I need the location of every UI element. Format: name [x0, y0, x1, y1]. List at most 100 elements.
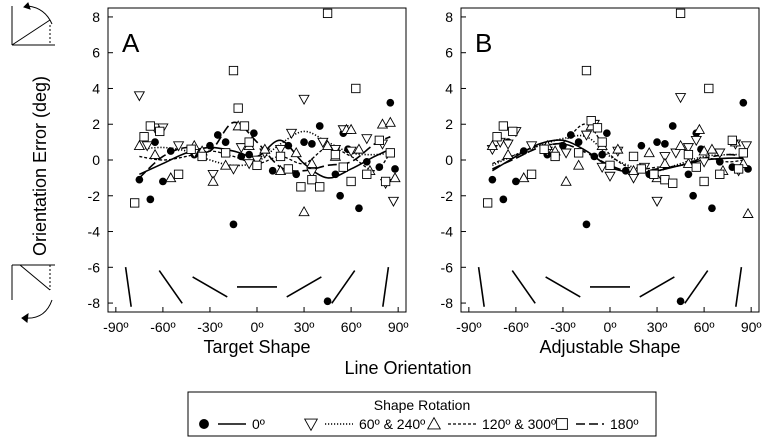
data-point	[338, 162, 348, 172]
legend-item: 180º	[556, 416, 638, 432]
data-point	[274, 144, 287, 156]
data-point	[560, 175, 572, 186]
data-point	[659, 157, 671, 168]
data-point	[362, 157, 371, 166]
data-point	[206, 141, 214, 150]
legend-label: 0º	[252, 416, 265, 432]
orientation-icon	[286, 276, 322, 298]
y-tick-label: 6	[92, 45, 100, 61]
data-point	[572, 159, 585, 170]
data-point	[690, 136, 702, 147]
x-tick-label: 0º	[251, 319, 264, 335]
data-point	[706, 143, 718, 154]
data-point	[670, 148, 682, 159]
data-point	[592, 123, 603, 133]
fit-line	[139, 139, 391, 179]
data-point	[682, 143, 695, 154]
data-point	[296, 182, 306, 192]
data-point	[628, 151, 639, 162]
data-point	[259, 143, 271, 154]
x-tick-label: 60º	[341, 319, 362, 335]
data-point	[502, 148, 514, 159]
data-point	[317, 137, 329, 148]
data-point	[331, 170, 340, 179]
orientation-icon	[684, 270, 709, 304]
legend-marker	[556, 418, 568, 430]
data-point	[219, 159, 232, 170]
data-point	[239, 121, 250, 131]
x-tick-label: -60º	[150, 319, 175, 335]
data-point	[237, 152, 246, 161]
panel-a: A -8 -6 -4 -2 0 2 4 6 8 -90º -60º -30º 0º 30º 60º 90º Tar…	[88, 7, 409, 357]
data-point	[292, 170, 301, 179]
data-point	[596, 162, 608, 173]
data-point	[651, 196, 663, 207]
x-tick-label: 30º	[294, 319, 315, 335]
legend-label: 120º & 300º	[482, 416, 556, 432]
data-point	[315, 182, 325, 192]
data-point	[285, 128, 298, 139]
data-point	[346, 176, 356, 187]
data-point	[512, 177, 520, 186]
data-point	[149, 148, 161, 159]
data-point	[733, 164, 744, 174]
data-point	[649, 169, 659, 179]
data-point	[321, 139, 334, 150]
legend-items: 0º 60º & 240º 120º & 300º 180º	[199, 416, 638, 432]
data-point	[244, 137, 254, 147]
data-point	[391, 165, 399, 173]
data-point	[159, 177, 167, 186]
data-point	[738, 148, 748, 158]
data-point	[380, 176, 391, 187]
data-point	[172, 141, 185, 152]
orientation-icon	[639, 276, 675, 298]
data-point	[636, 164, 647, 174]
data-point	[336, 191, 344, 200]
data-point	[166, 147, 175, 155]
legend-box	[187, 391, 657, 437]
data-point	[213, 131, 222, 139]
y-tick-label: -6	[441, 259, 454, 275]
data-point	[145, 121, 155, 131]
x-tick-label: 30º	[647, 319, 668, 335]
data-point	[668, 122, 677, 130]
data-point	[252, 160, 262, 171]
data-point	[186, 144, 196, 154]
data-point	[676, 297, 685, 306]
x-tick-label: -90º	[456, 319, 481, 335]
data-point	[374, 135, 384, 145]
data-point	[498, 121, 508, 131]
data-point	[345, 123, 357, 134]
data-point	[375, 163, 384, 172]
data-point	[300, 138, 308, 146]
x-tick-label: -60º	[503, 319, 528, 335]
data-point	[298, 206, 310, 217]
data-point	[525, 141, 538, 152]
legend-item: 60º & 240º	[303, 416, 425, 432]
legend-marker	[303, 418, 319, 432]
data-point	[139, 132, 149, 142]
data-point	[488, 175, 497, 184]
rotation-icon-top	[11, 2, 55, 46]
data-point	[268, 166, 277, 175]
data-point	[674, 93, 687, 104]
orientation-icon	[124, 267, 132, 307]
orientation-icon	[192, 276, 228, 298]
data-point	[603, 129, 611, 138]
data-point	[290, 147, 302, 158]
data-point	[581, 65, 592, 76]
y-tick-label: -4	[441, 224, 454, 240]
data-point	[566, 131, 575, 139]
y-tick-label: 0	[445, 152, 453, 168]
data-point	[580, 130, 593, 141]
data-point	[308, 140, 316, 148]
data-point	[165, 172, 177, 183]
x-tick-label: -30º	[197, 319, 222, 335]
panel-subtitle: Target Shape	[203, 337, 310, 357]
data-point	[284, 141, 293, 150]
data-point	[323, 297, 332, 306]
data-point	[660, 175, 670, 185]
y-tick-label: 8	[445, 9, 453, 25]
data-point	[141, 141, 153, 152]
